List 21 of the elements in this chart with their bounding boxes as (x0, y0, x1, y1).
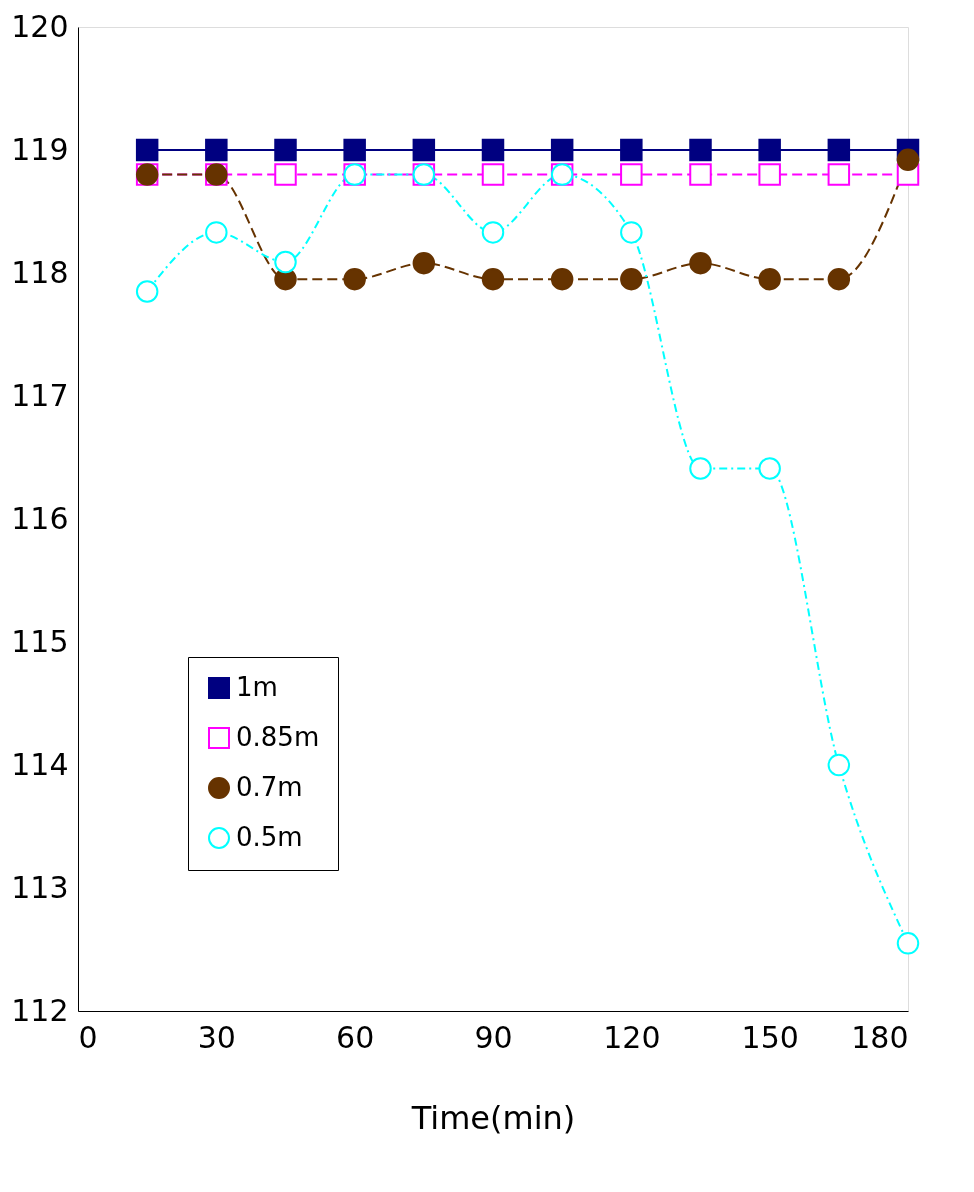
y-tick-label: 112 (11, 992, 69, 1028)
legend-label: 0.5m (236, 822, 303, 852)
x-tick-label: 0 (78, 1019, 98, 1055)
y-tick-label: 114 (11, 746, 69, 782)
x-tick-label: 60 (336, 1019, 375, 1055)
x-tick-label: 150 (741, 1019, 799, 1055)
x-axis-title: Time(min) (410, 1098, 576, 1137)
y-tick-label: 116 (11, 500, 69, 536)
y-tick-label: 119 (11, 131, 69, 167)
y-tick-label: 118 (11, 254, 69, 290)
x-tick-label: 120 (603, 1019, 661, 1055)
x-tick-label: 30 (197, 1019, 236, 1055)
legend-label: 1m (236, 672, 278, 702)
legend-label: 0.85m (236, 722, 320, 752)
x-tick-label: 90 (474, 1019, 513, 1055)
y-tick-label: 117 (11, 377, 69, 413)
y-tick-label: 113 (11, 869, 69, 905)
y-tick-label: 120 (11, 8, 69, 44)
legend-label: 0.7m (236, 772, 303, 802)
y-tick-label: 115 (11, 623, 69, 659)
x-tick-label: 180 (851, 1019, 909, 1055)
